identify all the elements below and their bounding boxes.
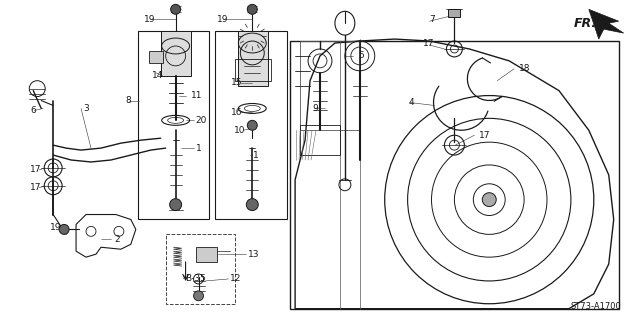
Text: 2: 2 [114, 235, 119, 244]
Text: 20: 20 [195, 116, 207, 125]
Circle shape [59, 224, 69, 234]
Text: 17: 17 [479, 131, 491, 140]
Text: 17: 17 [30, 165, 41, 174]
Text: 10: 10 [234, 126, 246, 135]
Text: 11: 11 [191, 91, 202, 100]
Polygon shape [589, 9, 624, 39]
Bar [239, 31, 268, 86]
Bar [300, 125, 340, 155]
Circle shape [246, 199, 258, 211]
Text: 19: 19 [217, 15, 228, 24]
Text: 16: 16 [231, 108, 242, 117]
Bar [138, 31, 209, 220]
Text: 7: 7 [429, 15, 434, 24]
Bar [290, 41, 619, 309]
Text: 14: 14 [152, 71, 164, 80]
Bar [216, 31, 287, 220]
Circle shape [193, 291, 204, 301]
Text: 19: 19 [144, 15, 156, 24]
Text: 8: 8 [125, 96, 131, 105]
Bar [449, 9, 461, 17]
Text: 5: 5 [358, 52, 364, 60]
Text: 1: 1 [253, 150, 259, 160]
Bar [235, 59, 271, 81]
Circle shape [170, 199, 182, 211]
Text: 1: 1 [195, 144, 202, 153]
Text: 15: 15 [231, 78, 242, 87]
Bar [166, 234, 235, 304]
Text: 6: 6 [31, 106, 36, 115]
Text: ST73-A1700: ST73-A1700 [571, 302, 621, 311]
Text: 13: 13 [248, 250, 260, 259]
Circle shape [170, 4, 181, 14]
Text: 12: 12 [230, 275, 242, 284]
Text: 17: 17 [423, 38, 434, 48]
Text: 9: 9 [312, 104, 318, 113]
Bar [149, 51, 163, 63]
Text: 18: 18 [519, 64, 531, 73]
Bar [300, 41, 360, 130]
Text: 3: 3 [83, 104, 89, 113]
Circle shape [482, 193, 496, 207]
Text: FR.: FR. [574, 17, 597, 30]
Text: 19: 19 [50, 223, 61, 232]
Bar [195, 247, 218, 262]
Bar [161, 31, 191, 76]
Circle shape [248, 4, 257, 14]
Text: 4: 4 [409, 98, 415, 107]
Circle shape [248, 120, 257, 130]
Text: B-35: B-35 [186, 275, 207, 284]
Text: 17: 17 [30, 183, 41, 192]
